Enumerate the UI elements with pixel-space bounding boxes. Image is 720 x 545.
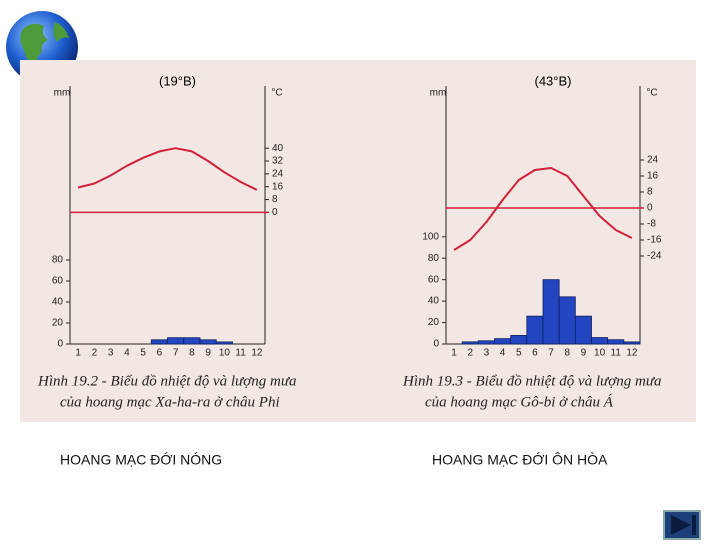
- x-tick-label: 4: [124, 348, 130, 359]
- next-button[interactable]: [663, 510, 701, 540]
- y2-tick-label: 8: [272, 194, 278, 205]
- x-tick-label: 11: [611, 348, 622, 359]
- x-tick-label: 9: [581, 348, 587, 359]
- y2-tick-label: 40: [272, 143, 284, 154]
- rain-bar: [526, 315, 544, 345]
- y2-axis-label: °C: [271, 88, 282, 99]
- x-tick-label: 10: [594, 348, 606, 359]
- desert-label: HOANG MẠC ĐỚI NÓNG: [60, 452, 222, 468]
- y2-tick-label: 8: [647, 187, 653, 198]
- rain-bar: [461, 341, 479, 345]
- figure-caption: của hoang mạc Gô-bi ở châu Á: [425, 393, 614, 410]
- x-tick-label: 7: [173, 348, 179, 359]
- desert-label: HOANG MẠC ĐỚI ÔN HÒA: [432, 452, 608, 468]
- y2-tick-label: -16: [647, 235, 662, 246]
- rain-bar: [607, 339, 625, 345]
- x-tick-label: 6: [157, 348, 163, 359]
- figure-caption: Hình 19.3 - Biểu đồ nhiệt độ và lượng mư…: [402, 373, 662, 389]
- y2-tick-label: -8: [647, 219, 656, 230]
- y2-tick-label: 16: [272, 181, 284, 192]
- x-tick-label: 8: [564, 348, 570, 359]
- x-tick-label: 9: [205, 348, 211, 359]
- y-tick-label: 20: [428, 317, 440, 328]
- rain-bar: [591, 337, 609, 345]
- figure-caption: của hoang mạc Xa-ha-ra ở châu Phi: [60, 394, 280, 410]
- x-tick-label: 10: [219, 348, 231, 359]
- x-tick-label: 12: [626, 348, 638, 359]
- x-tick-label: 7: [548, 348, 554, 359]
- scan-background: [20, 60, 696, 422]
- y-tick-label: 40: [428, 296, 440, 307]
- rain-bar: [167, 337, 185, 345]
- y2-tick-label: 0: [272, 207, 278, 218]
- figure-caption: Hình 19.2 - Biểu đồ nhiệt độ và lượng mư…: [37, 373, 297, 389]
- y-tick-label: 80: [428, 253, 440, 264]
- rain-bar: [494, 338, 512, 345]
- x-tick-label: 2: [92, 348, 98, 359]
- y-tick-label: 80: [52, 255, 64, 266]
- temperature-line: [77, 147, 258, 191]
- chart-title: (19°B): [159, 73, 196, 88]
- x-tick-label: 11: [235, 348, 246, 359]
- rain-bar: [150, 339, 168, 345]
- rain-bar: [183, 337, 201, 345]
- x-tick-label: 5: [140, 348, 146, 359]
- y-axis-label: mm: [54, 88, 71, 99]
- x-tick-label: 5: [516, 348, 522, 359]
- rain-bar: [558, 296, 576, 345]
- rain-bar: [623, 341, 641, 345]
- rain-bar: [574, 315, 592, 345]
- x-tick-label: 3: [108, 348, 114, 359]
- y2-tick-label: 16: [647, 171, 659, 182]
- temperature-line: [453, 167, 633, 251]
- y2-tick-label: -24: [647, 251, 662, 262]
- y-tick-label: 40: [52, 297, 64, 308]
- y-axis-label: mm: [430, 88, 447, 99]
- rain-bar: [510, 335, 528, 345]
- y2-tick-label: 24: [647, 155, 659, 166]
- x-tick-label: 2: [467, 348, 473, 359]
- rain-bar: [542, 279, 560, 345]
- y-tick-label: 0: [57, 339, 63, 350]
- chart-title: (43°B): [535, 73, 572, 88]
- y-tick-label: 100: [422, 231, 439, 242]
- rain-bar: [199, 339, 217, 345]
- y-tick-label: 60: [52, 276, 64, 287]
- y-tick-label: 20: [52, 318, 64, 329]
- y2-tick-label: 0: [647, 203, 653, 214]
- y2-tick-label: 24: [272, 169, 284, 180]
- rain-bar: [477, 340, 495, 345]
- y-tick-label: 60: [428, 274, 440, 285]
- x-tick-label: 12: [251, 348, 263, 359]
- y2-axis-label: °C: [646, 88, 657, 99]
- x-tick-label: 1: [75, 348, 81, 359]
- x-tick-label: 3: [484, 348, 490, 359]
- y-tick-label: 0: [433, 339, 439, 350]
- x-tick-label: 1: [451, 348, 457, 359]
- rain-bar: [215, 341, 233, 345]
- y2-tick-label: 32: [272, 156, 284, 167]
- x-tick-label: 8: [189, 348, 195, 359]
- x-tick-label: 6: [532, 348, 538, 359]
- x-tick-label: 4: [500, 348, 506, 359]
